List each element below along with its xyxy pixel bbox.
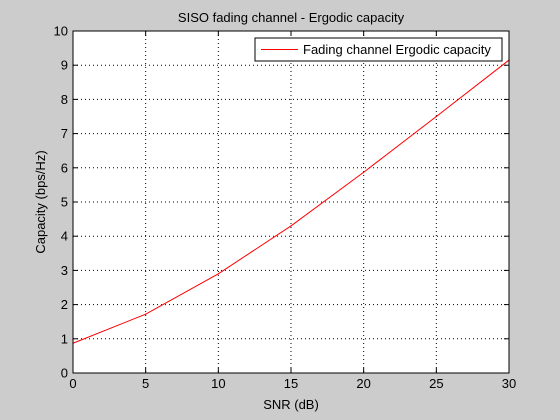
y-tick-label: 1 (61, 331, 68, 346)
x-tick-label: 10 (211, 376, 225, 391)
x-tick-label: 5 (142, 376, 149, 391)
x-tick-label: 0 (69, 376, 76, 391)
y-tick-label: 8 (61, 92, 68, 107)
grid-lines (73, 31, 509, 373)
y-tick-label: 6 (61, 160, 68, 175)
y-tick-label: 2 (61, 297, 68, 312)
legend-box (254, 37, 503, 62)
data-point (290, 225, 292, 227)
y-tick-label: 4 (61, 229, 68, 244)
data-point (363, 171, 365, 173)
y-tick-label: 9 (61, 58, 68, 73)
x-tick-label: 30 (502, 376, 516, 391)
data-point (435, 115, 437, 118)
y-tick-label: 3 (61, 263, 68, 278)
y-tick-label: 7 (61, 126, 68, 141)
y-tick-label: 0 (61, 366, 68, 381)
data-point (217, 273, 219, 275)
legend: Fading channel Ergodic capacity (254, 37, 503, 62)
x-tick-label: 20 (356, 376, 370, 391)
y-tick-label: 5 (61, 195, 68, 210)
legend-label: Fading channel Ergodic capacity (303, 42, 491, 57)
axis-ticks: 0 5 10 15 20 25 30 0 1 2 3 4 5 6 7 8 9 10 (54, 24, 517, 392)
chart-title: SISO fading channel - Ergodic capacity (178, 10, 405, 25)
plot-area (73, 31, 509, 373)
y-axis-label: Capacity (bps/Hz) (33, 150, 48, 253)
data-point (145, 313, 147, 315)
x-axis-label: SNR (dB) (263, 397, 319, 412)
x-tick-label: 25 (429, 376, 443, 391)
y-tick-label: 10 (54, 24, 68, 39)
x-tick-label: 15 (284, 376, 298, 391)
